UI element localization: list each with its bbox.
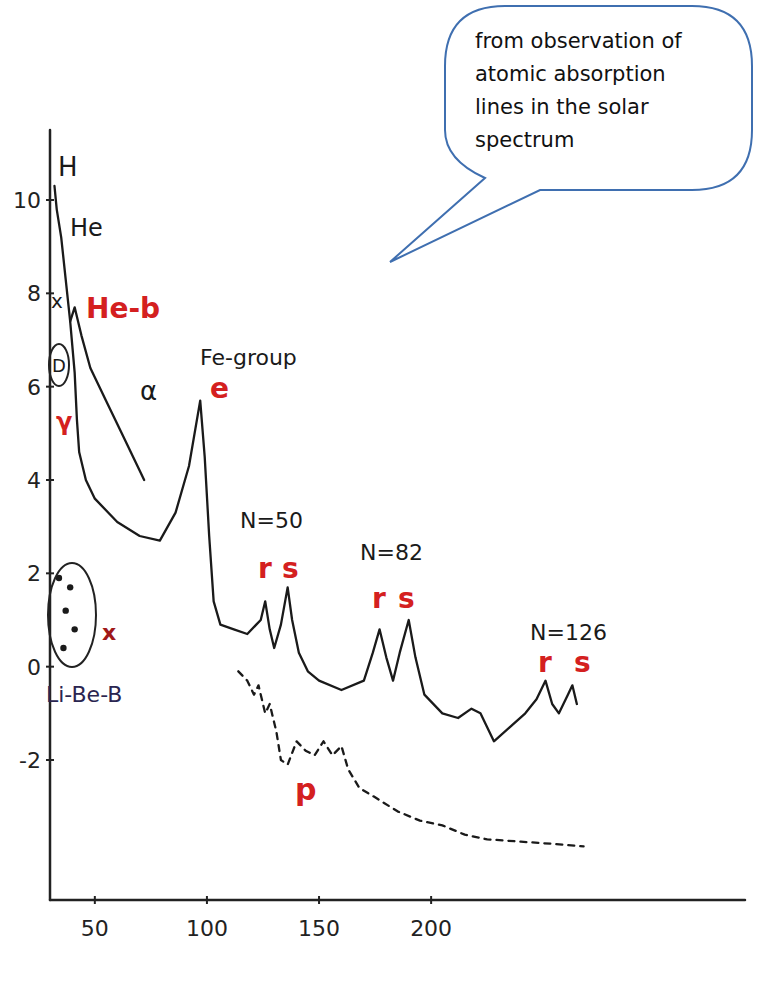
annotation: D [52,355,66,376]
y-tick [46,479,54,481]
point [67,584,73,590]
y-tick [46,666,54,668]
annotation: r [372,582,386,615]
x-tick [318,896,320,904]
y-tick-label: 2 [27,561,41,586]
y-tick [46,199,54,201]
y-tick [46,759,54,761]
annotation: He [70,214,103,242]
dashed-curve [238,671,583,846]
point [62,607,68,613]
x-tick-label: 200 [410,916,452,941]
annotation: He-b [86,292,160,325]
annotation: N=126 [530,620,607,645]
y-tick-label: 0 [27,655,41,680]
y-tick-label: 4 [27,468,41,493]
annotation: x [51,289,63,313]
annotation: γ [56,408,72,436]
annotation: N=50 [240,508,303,533]
x-axis [50,899,745,902]
plot-area [54,186,583,846]
callout-text: from observation ofatomic absorptionline… [475,29,682,152]
annotation: s [282,552,299,585]
chart: -2 0 2 4 6 8 10 50 100 150 200 H He x He-b Dα γ Fe-groupe… [0,0,765,989]
annotation: r [538,646,552,679]
x-tick-label: 150 [298,916,340,941]
li-be-b-ring [48,563,96,667]
y-tick [46,572,54,574]
annotation: α [140,376,157,406]
annotation: s [574,646,591,679]
annotation: p [295,772,316,807]
x-tick [94,896,96,904]
y-tick-label: -2 [19,748,41,773]
annotation: s [398,582,415,615]
annotation: r [258,552,272,585]
curve [54,186,576,741]
callout-bubble [390,6,752,262]
y-tick-label: 6 [27,375,41,400]
curve [70,307,144,480]
annotation: Li-Be-B [46,682,122,707]
annotation: x [102,620,116,645]
annotation: Fe-group [200,345,297,370]
y-tick-label: 8 [27,281,41,306]
x-tick [206,896,208,904]
x-tick-label: 50 [81,916,109,941]
point [60,645,66,651]
annotation: H [58,152,78,182]
x-tick [430,896,432,904]
d-ring [49,344,69,386]
x-tick-label: 100 [186,916,228,941]
y-axis [49,130,52,900]
annotation: e [210,372,229,405]
annotation: N=82 [360,540,423,565]
point [71,626,77,632]
y-tick-label: 10 [13,188,41,213]
y-tick [46,386,54,388]
